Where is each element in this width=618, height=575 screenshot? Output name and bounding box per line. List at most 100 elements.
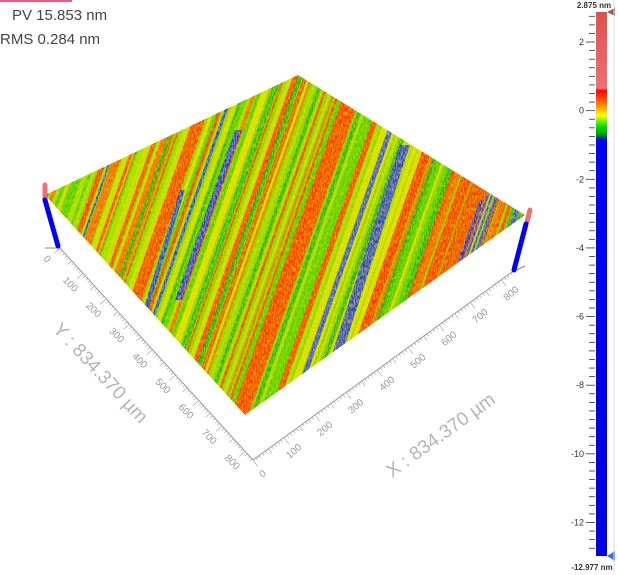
axis-tick <box>473 299 476 303</box>
surface-stripe <box>478 75 525 415</box>
surface-stripe <box>45 75 59 415</box>
y_axis-tick-label: 300 <box>106 326 126 346</box>
colorbar-tick-label: 0 <box>579 106 584 116</box>
axis-tick <box>429 331 432 335</box>
axis-tick <box>182 384 186 388</box>
axis-tick <box>476 297 479 301</box>
axis-tick <box>140 339 144 342</box>
axis-tick <box>193 397 197 401</box>
axis-tick <box>113 308 116 312</box>
axis-tick <box>501 279 507 287</box>
axis-tick <box>432 329 436 332</box>
axis-tick <box>64 255 68 258</box>
axis-tick <box>123 323 130 330</box>
surface-groove <box>140 190 185 320</box>
axis-tick <box>438 324 445 332</box>
axis-tick <box>73 265 77 269</box>
axis-tick <box>479 295 482 299</box>
axis-tick <box>283 437 290 445</box>
axis-tick <box>110 306 114 309</box>
axis-tick <box>333 401 336 405</box>
axis-tick <box>76 268 79 271</box>
axis-tick <box>82 275 86 279</box>
colorbar-min-handle[interactable] <box>607 551 615 561</box>
axis-tick <box>379 367 383 371</box>
surface-stripe <box>481 75 525 415</box>
surface-stripe <box>158 75 291 415</box>
axis-tick <box>277 441 280 445</box>
surface-stripe <box>269 75 404 415</box>
axis-tick <box>108 303 112 307</box>
axis-tick <box>302 423 305 427</box>
x_axis-tick-label: 700 <box>471 307 491 326</box>
colorbar-min-label: -12.977 nm <box>571 563 612 572</box>
axis-tick <box>252 459 259 467</box>
axis-tick <box>221 428 225 431</box>
colorbar-tick-label: -8 <box>576 380 584 390</box>
colorbar-tick-label: -6 <box>576 312 584 322</box>
axis-tick <box>66 257 70 261</box>
axis-tick <box>129 326 132 330</box>
axis-tick <box>367 376 370 380</box>
axis-tick <box>76 273 84 279</box>
axis-tick <box>200 405 204 408</box>
axis-tick <box>383 365 386 369</box>
surface-stripe <box>197 75 331 415</box>
surface-stripe <box>168 75 306 415</box>
axis-tick <box>417 340 420 344</box>
surface-groove <box>175 130 242 300</box>
axis-tick <box>205 410 209 413</box>
surface-stripe <box>561 60 618 430</box>
axis-tick <box>445 320 448 323</box>
axis-tick <box>99 293 102 296</box>
y_axis-tick-label: 400 <box>130 351 150 371</box>
surface-stripe <box>186 75 319 415</box>
axis-tick <box>233 440 237 444</box>
axis-tick <box>143 341 146 345</box>
axis-tick <box>180 382 183 385</box>
surface-stripe <box>45 75 85 415</box>
axis-tick <box>398 353 401 357</box>
colorbar-max-handle[interactable] <box>607 8 615 16</box>
surface-stripe <box>45 75 91 415</box>
axis-tick <box>87 280 91 284</box>
axis-tick <box>494 284 498 287</box>
axis-tick <box>228 438 234 443</box>
surface-stripe <box>45 75 97 415</box>
axis-tick <box>460 308 464 312</box>
axis-tick <box>152 351 156 355</box>
surface-stripe <box>0 60 37 430</box>
surface-stripe <box>164 75 301 415</box>
surface-stripe <box>142 75 278 415</box>
y_axis-tick-label: 200 <box>83 300 103 320</box>
axis-tick <box>101 296 105 299</box>
y_axis-tick-label: 600 <box>176 402 196 422</box>
axis-tick <box>317 412 321 416</box>
axis-tick <box>265 450 268 454</box>
axis-tick <box>191 395 195 398</box>
axis-tick <box>466 304 470 308</box>
axis-tick <box>228 435 232 439</box>
colorbar-tick-label: -12 <box>571 517 584 527</box>
surface-stripe <box>245 75 381 415</box>
axis-tick <box>373 371 377 375</box>
axis-tick <box>426 333 429 337</box>
surface-stripe <box>239 75 374 415</box>
surface-stripe <box>45 75 46 415</box>
axis-tick <box>355 385 358 389</box>
x_axis-tick-label: 0 <box>258 468 270 480</box>
axis-tick <box>308 419 311 423</box>
y_axis-tick-label: 100 <box>60 275 80 295</box>
axis-tick <box>491 286 495 290</box>
axis-tick <box>345 392 352 400</box>
axis-tick <box>457 311 460 314</box>
axis-tick <box>305 421 308 425</box>
axis-tick <box>237 445 241 449</box>
surface-stripe <box>0 60 42 430</box>
axis-tick <box>504 277 507 281</box>
axis-tick <box>296 428 299 432</box>
axis-tick <box>210 415 213 418</box>
y_axis-tick-label: 0 <box>41 254 53 266</box>
axis-tick <box>89 285 95 291</box>
